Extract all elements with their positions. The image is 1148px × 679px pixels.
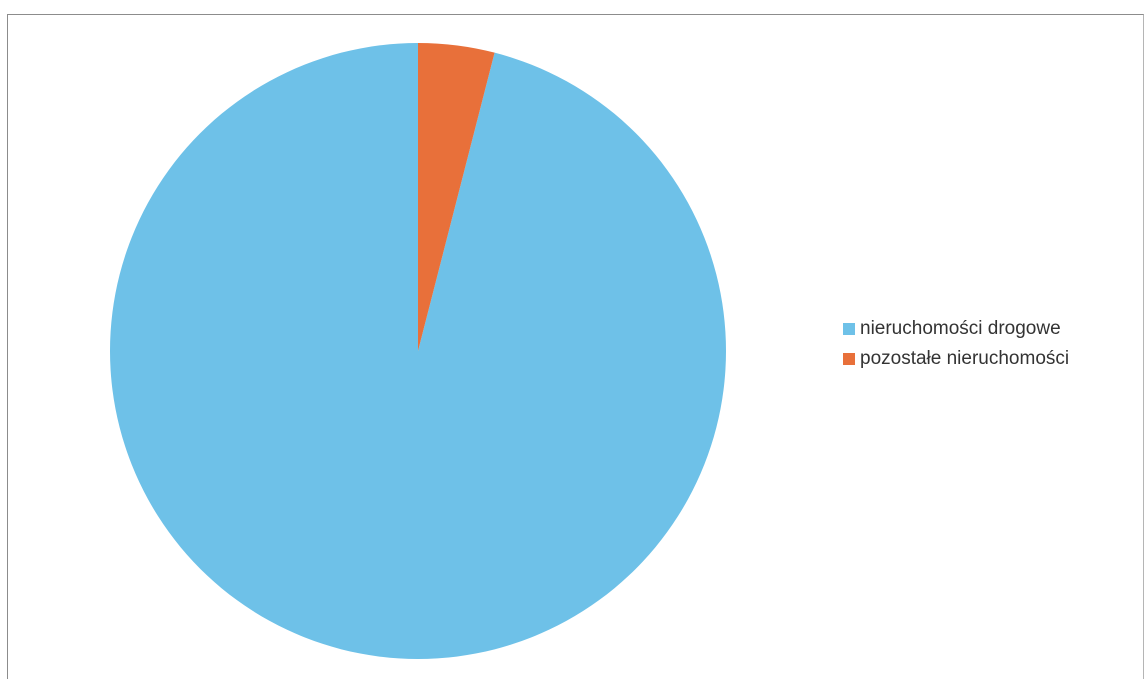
chart-frame: nieruchomości drogowe pozostałe nierucho… [7, 14, 1144, 679]
legend-label-other-properties: pozostałe nieruchomości [860, 348, 1070, 369]
pie-slice-road-properties [110, 43, 727, 659]
legend-swatch-road-properties [843, 323, 855, 335]
pie-chart [110, 43, 727, 659]
legend-label-road-properties: nieruchomości drogowe [860, 318, 1061, 339]
legend: nieruchomości drogowe pozostałe nierucho… [843, 314, 1069, 374]
legend-item-other-properties: pozostałe nieruchomości [843, 344, 1069, 374]
legend-swatch-other-properties [843, 353, 855, 365]
legend-item-road-properties: nieruchomości drogowe [843, 314, 1069, 344]
pie-slice-other-properties [418, 43, 495, 351]
